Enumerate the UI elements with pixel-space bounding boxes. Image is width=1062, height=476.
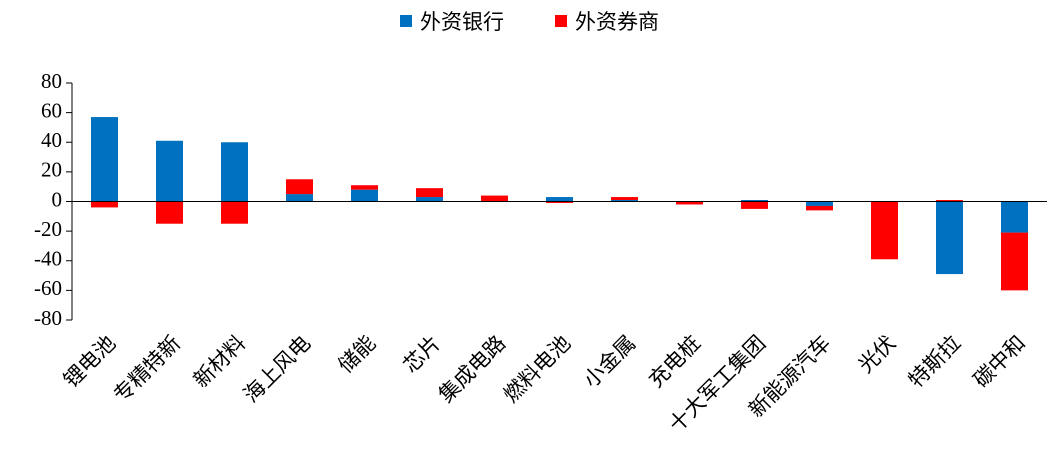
legend-swatch — [555, 15, 567, 27]
x-tick-label: 专精特新 — [109, 331, 185, 407]
bar — [1001, 201, 1028, 233]
y-tick-label: 80 — [41, 69, 62, 93]
x-tick-label: 海上风电 — [239, 331, 315, 407]
x-tick-label: 集成电路 — [434, 331, 510, 407]
x-tick-label: 芯片 — [399, 331, 446, 378]
y-tick-label: -20 — [34, 217, 62, 241]
bar — [871, 201, 898, 260]
y-tick-label: 20 — [41, 158, 62, 182]
bar — [1001, 232, 1028, 291]
bar — [676, 201, 703, 205]
x-tick-label: 储能 — [334, 331, 381, 378]
y-tick-label: 0 — [52, 187, 63, 211]
y-tick-label: -80 — [34, 306, 62, 330]
bar — [546, 197, 573, 202]
x-tick-label: 特斯拉 — [904, 331, 966, 393]
bar — [741, 200, 768, 202]
x-tick-label: 燃料电池 — [499, 331, 575, 407]
bar — [221, 201, 248, 224]
bar — [416, 188, 443, 198]
bar — [416, 197, 443, 202]
bar — [351, 189, 378, 202]
legend-swatch — [400, 15, 412, 27]
legend-label: 外资银行 — [420, 10, 504, 34]
legend-label: 外资券商 — [575, 10, 659, 34]
bar — [286, 194, 313, 202]
bar — [806, 205, 833, 211]
bar — [741, 201, 768, 209]
x-tick-label: 新材料 — [189, 331, 251, 393]
x-tick-label: 光伏 — [854, 331, 901, 378]
bar — [91, 201, 118, 208]
y-tick-label: -60 — [34, 276, 62, 300]
x-tick-label: 充电桩 — [644, 331, 706, 393]
y-tick-label: -40 — [34, 247, 62, 271]
x-tick-label: 锂电池 — [59, 331, 121, 393]
y-tick-label: 60 — [41, 98, 62, 122]
x-tick-label: 小金属 — [579, 331, 641, 393]
bar — [156, 140, 183, 202]
bar — [936, 200, 963, 202]
x-tick-label: 碳中和 — [969, 331, 1031, 393]
bar — [156, 201, 183, 224]
bar — [806, 201, 833, 206]
bar — [351, 185, 378, 190]
bar — [221, 142, 248, 202]
bar — [481, 195, 508, 202]
bar — [611, 197, 638, 201]
bar — [91, 117, 118, 202]
y-tick-label: 40 — [41, 128, 62, 152]
bar — [936, 201, 963, 275]
bar — [286, 179, 313, 195]
bar — [611, 200, 638, 202]
bar — [546, 201, 573, 203]
